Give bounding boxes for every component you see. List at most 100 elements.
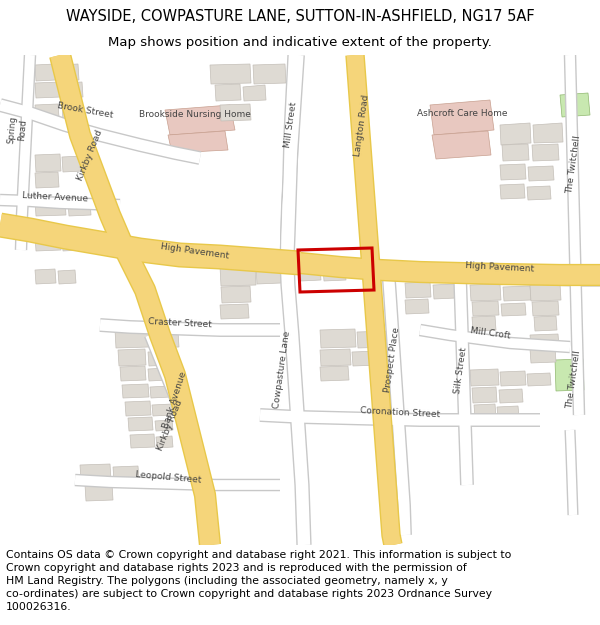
- Polygon shape: [352, 351, 381, 366]
- Polygon shape: [555, 359, 584, 391]
- Polygon shape: [80, 464, 111, 481]
- Text: Kirkby Road: Kirkby Road: [76, 128, 104, 182]
- Polygon shape: [534, 316, 557, 331]
- Polygon shape: [220, 104, 251, 121]
- Polygon shape: [168, 131, 228, 153]
- Polygon shape: [215, 84, 241, 101]
- Polygon shape: [68, 200, 91, 216]
- Polygon shape: [503, 286, 531, 301]
- Polygon shape: [35, 172, 59, 188]
- Polygon shape: [497, 406, 519, 418]
- Polygon shape: [115, 329, 149, 348]
- Polygon shape: [62, 156, 83, 172]
- Polygon shape: [472, 301, 499, 316]
- Polygon shape: [300, 266, 321, 281]
- Polygon shape: [405, 264, 436, 281]
- Polygon shape: [528, 166, 554, 181]
- Polygon shape: [472, 316, 496, 331]
- Polygon shape: [502, 144, 529, 161]
- Text: Map shows position and indicative extent of the property.: Map shows position and indicative extent…: [108, 36, 492, 49]
- Polygon shape: [113, 466, 139, 481]
- Polygon shape: [527, 373, 551, 386]
- Polygon shape: [155, 420, 173, 431]
- Text: Brookside Nursing Home: Brookside Nursing Home: [139, 111, 251, 119]
- Polygon shape: [150, 331, 179, 348]
- Polygon shape: [320, 366, 349, 381]
- Polygon shape: [156, 436, 173, 448]
- Text: Coronation Street: Coronation Street: [360, 406, 440, 419]
- Text: Mill Croft: Mill Croft: [469, 326, 511, 340]
- Polygon shape: [357, 331, 391, 348]
- Polygon shape: [405, 299, 429, 314]
- Polygon shape: [500, 164, 526, 180]
- Polygon shape: [530, 284, 561, 301]
- Polygon shape: [210, 64, 251, 84]
- Polygon shape: [323, 266, 346, 281]
- Polygon shape: [58, 270, 76, 284]
- Text: Brook Street: Brook Street: [56, 101, 113, 119]
- Polygon shape: [433, 284, 456, 299]
- Polygon shape: [560, 93, 590, 117]
- Polygon shape: [62, 236, 81, 251]
- Text: Craster Street: Craster Street: [148, 317, 212, 329]
- Text: Spring
Road: Spring Road: [6, 115, 28, 145]
- Polygon shape: [148, 351, 173, 366]
- Text: Luther Avenue: Luther Avenue: [22, 191, 88, 203]
- Text: Mill Street: Mill Street: [283, 101, 299, 149]
- Polygon shape: [118, 349, 146, 366]
- Text: Prospect Place: Prospect Place: [383, 327, 401, 393]
- Polygon shape: [35, 82, 61, 98]
- Polygon shape: [405, 282, 431, 298]
- Text: High Pavement: High Pavement: [160, 242, 230, 260]
- Text: Leopold Street: Leopold Street: [134, 469, 202, 484]
- Text: Contains OS data © Crown copyright and database right 2021. This information is : Contains OS data © Crown copyright and d…: [6, 549, 511, 612]
- Polygon shape: [430, 100, 494, 135]
- Polygon shape: [530, 334, 559, 348]
- Polygon shape: [470, 369, 499, 386]
- Polygon shape: [62, 104, 83, 120]
- Polygon shape: [35, 269, 56, 284]
- Polygon shape: [58, 64, 79, 81]
- Polygon shape: [256, 266, 281, 284]
- Polygon shape: [150, 386, 171, 398]
- Polygon shape: [532, 301, 559, 316]
- Polygon shape: [438, 266, 461, 281]
- Polygon shape: [148, 368, 169, 381]
- Polygon shape: [527, 186, 551, 200]
- Text: Langton Road: Langton Road: [353, 94, 371, 156]
- Polygon shape: [243, 85, 266, 101]
- Polygon shape: [253, 64, 286, 84]
- Polygon shape: [501, 303, 526, 316]
- Polygon shape: [320, 329, 356, 348]
- Polygon shape: [220, 266, 256, 286]
- Text: Cowpasture Lane: Cowpasture Lane: [272, 331, 292, 409]
- Polygon shape: [62, 82, 83, 98]
- Text: Ashcroft Care Home: Ashcroft Care Home: [417, 109, 507, 118]
- Text: Bank Avenue: Bank Avenue: [161, 371, 188, 429]
- Polygon shape: [35, 234, 61, 251]
- Polygon shape: [125, 401, 151, 416]
- Polygon shape: [130, 434, 155, 448]
- Polygon shape: [532, 144, 559, 161]
- Polygon shape: [122, 384, 149, 398]
- Polygon shape: [500, 123, 531, 145]
- Polygon shape: [35, 104, 59, 118]
- Polygon shape: [35, 154, 61, 172]
- Polygon shape: [474, 404, 496, 418]
- Text: Kirkby Road: Kirkby Road: [155, 398, 184, 452]
- Polygon shape: [120, 366, 146, 381]
- Polygon shape: [220, 304, 249, 319]
- Polygon shape: [472, 387, 497, 403]
- Polygon shape: [85, 484, 113, 501]
- Polygon shape: [533, 123, 563, 143]
- Polygon shape: [500, 371, 526, 386]
- Polygon shape: [165, 105, 235, 135]
- Polygon shape: [470, 284, 501, 301]
- Polygon shape: [500, 184, 525, 199]
- Text: The Twitchell: The Twitchell: [565, 135, 583, 195]
- Polygon shape: [152, 404, 173, 416]
- Text: Silk Street: Silk Street: [453, 346, 469, 394]
- Polygon shape: [499, 389, 523, 403]
- Polygon shape: [35, 64, 56, 81]
- Polygon shape: [128, 417, 153, 431]
